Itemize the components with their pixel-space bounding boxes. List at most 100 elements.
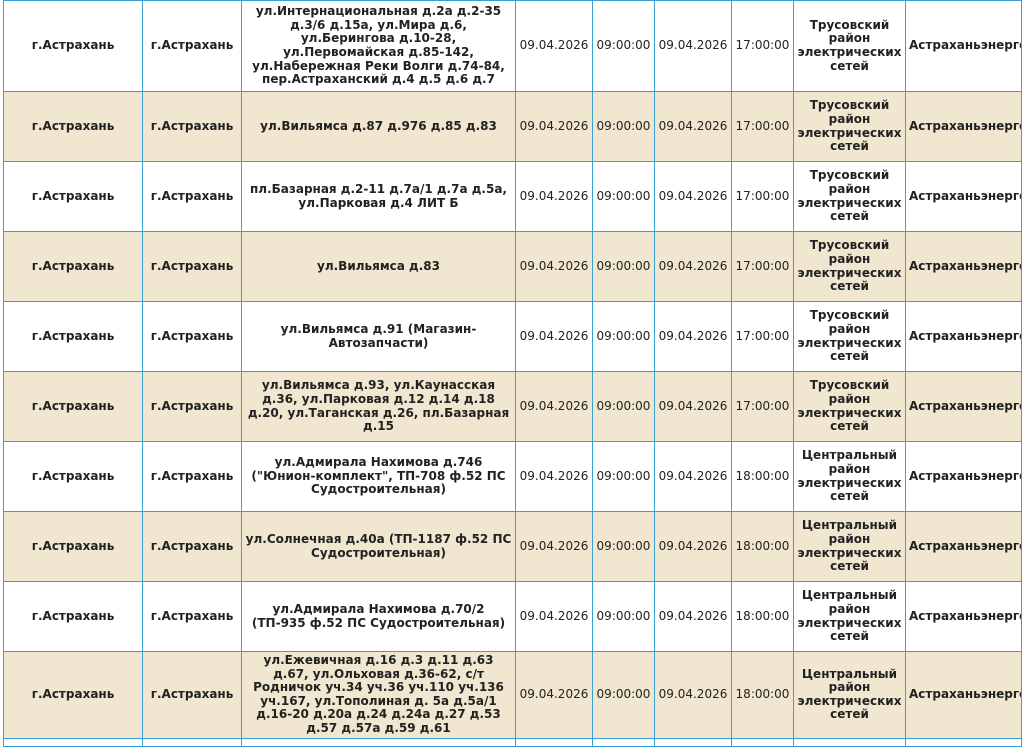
locality-cell: г.Астрахань bbox=[142, 511, 242, 582]
address-cell: ул.Ежевичная д.16 д.3 д.11 д.63 д.67, ул… bbox=[241, 651, 516, 739]
address-cell: ул.Вильямса д.87 д.976 д.85 д.83 bbox=[241, 91, 516, 162]
end-time-cell: 17:00:00 bbox=[731, 91, 794, 162]
start-date-cell: 09.04.2026 bbox=[515, 651, 593, 739]
organization-cell: Астраханьэнерго bbox=[905, 371, 1022, 442]
address-cell: ул.Адмирала Нахимова д.746 ("Юнион-компл… bbox=[241, 441, 516, 512]
end-date-cell: 09.04.2026 bbox=[654, 161, 732, 232]
table-row: г.Астрахань г.Астрахань ул.Адмирала Нахи… bbox=[3, 441, 1022, 512]
start-date-cell: 09.04.2026 bbox=[515, 511, 593, 582]
table-row: г.Астрахань г.Астрахань ул.Вильямса д.83… bbox=[3, 231, 1022, 302]
address-cell: ул.Вильямса д.93, ул.Каунасская д.36, ул… bbox=[241, 371, 516, 442]
empty-cell bbox=[592, 737, 655, 747]
district-cell: Центральный район электрических сетей bbox=[793, 441, 906, 512]
outage-table-container: г.Астрахань г.Астрахань ул.Интернационал… bbox=[3, 0, 1022, 747]
end-time-cell: 18:00:00 bbox=[731, 651, 794, 739]
end-date-cell: 09.04.2026 bbox=[654, 371, 732, 442]
address-cell: ул.Вильямса д.91 (Магазин-Автозапчасти) bbox=[241, 301, 516, 372]
start-time-cell: 09:00:00 bbox=[592, 161, 655, 232]
empty-cell bbox=[142, 737, 242, 747]
end-date-cell: 09.04.2026 bbox=[654, 91, 732, 162]
address-cell: ул.Адмирала Нахимова д.70/2 (ТП-935 ф.52… bbox=[241, 581, 516, 652]
organization-cell: Астраханьэнерго bbox=[905, 441, 1022, 512]
empty-cell bbox=[241, 737, 516, 747]
end-date-cell: 09.04.2026 bbox=[654, 301, 732, 372]
district-cell: Трусовский район электрических сетей bbox=[793, 0, 906, 92]
address-cell: ул.Интернациональная д.2а д.2-35 д.3/6 д… bbox=[241, 0, 516, 92]
table-row: г.Астрахань г.Астрахань пл.Базарная д.2-… bbox=[3, 161, 1022, 232]
end-time-cell: 17:00:00 bbox=[731, 0, 794, 92]
end-date-cell: 09.04.2026 bbox=[654, 441, 732, 512]
table-row-partial bbox=[3, 737, 1022, 747]
organization-cell: Астраханьэнерго bbox=[905, 511, 1022, 582]
table-row: г.Астрахань г.Астрахань ул.Вильямса д.93… bbox=[3, 371, 1022, 442]
city-cell: г.Астрахань bbox=[3, 441, 143, 512]
end-time-cell: 17:00:00 bbox=[731, 231, 794, 302]
end-date-cell: 09.04.2026 bbox=[654, 511, 732, 582]
address-cell: пл.Базарная д.2-11 д.7а/1 д.7а д.5а, ул.… bbox=[241, 161, 516, 232]
city-cell: г.Астрахань bbox=[3, 581, 143, 652]
district-cell: Трусовский район электрических сетей bbox=[793, 91, 906, 162]
table-row: г.Астрахань г.Астрахань ул.Вильямса д.87… bbox=[3, 91, 1022, 162]
start-time-cell: 09:00:00 bbox=[592, 371, 655, 442]
city-cell: г.Астрахань bbox=[3, 371, 143, 442]
end-date-cell: 09.04.2026 bbox=[654, 0, 732, 92]
locality-cell: г.Астрахань bbox=[142, 581, 242, 652]
district-cell: Центральный район электрических сетей bbox=[793, 651, 906, 739]
city-cell: г.Астрахань bbox=[3, 301, 143, 372]
address-cell: ул.Солнечная д.40а (ТП-1187 ф.52 ПС Судо… bbox=[241, 511, 516, 582]
district-cell: Трусовский район электрических сетей bbox=[793, 301, 906, 372]
start-date-cell: 09.04.2026 bbox=[515, 441, 593, 512]
locality-cell: г.Астрахань bbox=[142, 651, 242, 739]
end-date-cell: 09.04.2026 bbox=[654, 231, 732, 302]
empty-cell bbox=[654, 737, 732, 747]
city-cell: г.Астрахань bbox=[3, 651, 143, 739]
district-cell: Трусовский район электрических сетей bbox=[793, 371, 906, 442]
table-row: г.Астрахань г.Астрахань ул.Адмирала Нахи… bbox=[3, 581, 1022, 652]
end-time-cell: 18:00:00 bbox=[731, 511, 794, 582]
locality-cell: г.Астрахань bbox=[142, 441, 242, 512]
start-date-cell: 09.04.2026 bbox=[515, 371, 593, 442]
district-cell: Трусовский район электрических сетей bbox=[793, 161, 906, 232]
start-time-cell: 09:00:00 bbox=[592, 651, 655, 739]
organization-cell: Астраханьэнерго bbox=[905, 91, 1022, 162]
empty-cell bbox=[515, 737, 593, 747]
district-cell: Трусовский район электрических сетей bbox=[793, 231, 906, 302]
locality-cell: г.Астрахань bbox=[142, 91, 242, 162]
start-date-cell: 09.04.2026 bbox=[515, 301, 593, 372]
end-time-cell: 18:00:00 bbox=[731, 441, 794, 512]
city-cell: г.Астрахань bbox=[3, 0, 143, 92]
start-date-cell: 09.04.2026 bbox=[515, 0, 593, 92]
start-date-cell: 09.04.2026 bbox=[515, 161, 593, 232]
district-cell: Центральный район электрических сетей bbox=[793, 581, 906, 652]
empty-cell bbox=[793, 737, 906, 747]
locality-cell: г.Астрахань bbox=[142, 0, 242, 92]
city-cell: г.Астрахань bbox=[3, 91, 143, 162]
table-row: г.Астрахань г.Астрахань ул.Интернационал… bbox=[3, 0, 1022, 92]
start-date-cell: 09.04.2026 bbox=[515, 231, 593, 302]
address-cell: ул.Вильямса д.83 bbox=[241, 231, 516, 302]
organization-cell: Астраханьэнерго bbox=[905, 651, 1022, 739]
start-date-cell: 09.04.2026 bbox=[515, 91, 593, 162]
end-date-cell: 09.04.2026 bbox=[654, 581, 732, 652]
locality-cell: г.Астрахань bbox=[142, 371, 242, 442]
table-row: г.Астрахань г.Астрахань ул.Вильямса д.91… bbox=[3, 301, 1022, 372]
start-date-cell: 09.04.2026 bbox=[515, 581, 593, 652]
organization-cell: Астраханьэнерго bbox=[905, 581, 1022, 652]
start-time-cell: 09:00:00 bbox=[592, 301, 655, 372]
start-time-cell: 09:00:00 bbox=[592, 231, 655, 302]
city-cell: г.Астрахань bbox=[3, 161, 143, 232]
city-cell: г.Астрахань bbox=[3, 231, 143, 302]
start-time-cell: 09:00:00 bbox=[592, 511, 655, 582]
table-row: г.Астрахань г.Астрахань ул.Солнечная д.4… bbox=[3, 511, 1022, 582]
city-cell: г.Астрахань bbox=[3, 511, 143, 582]
empty-cell bbox=[905, 737, 1022, 747]
organization-cell: Астраханьэнерго bbox=[905, 231, 1022, 302]
start-time-cell: 09:00:00 bbox=[592, 91, 655, 162]
locality-cell: г.Астрахань bbox=[142, 301, 242, 372]
district-cell: Центральный район электрических сетей bbox=[793, 511, 906, 582]
table-row: г.Астрахань г.Астрахань ул.Ежевичная д.1… bbox=[3, 651, 1022, 739]
locality-cell: г.Астрахань bbox=[142, 161, 242, 232]
outage-table: г.Астрахань г.Астрахань ул.Интернационал… bbox=[3, 0, 1022, 747]
organization-cell: Астраханьэнерго bbox=[905, 0, 1022, 92]
empty-cell bbox=[3, 737, 143, 747]
